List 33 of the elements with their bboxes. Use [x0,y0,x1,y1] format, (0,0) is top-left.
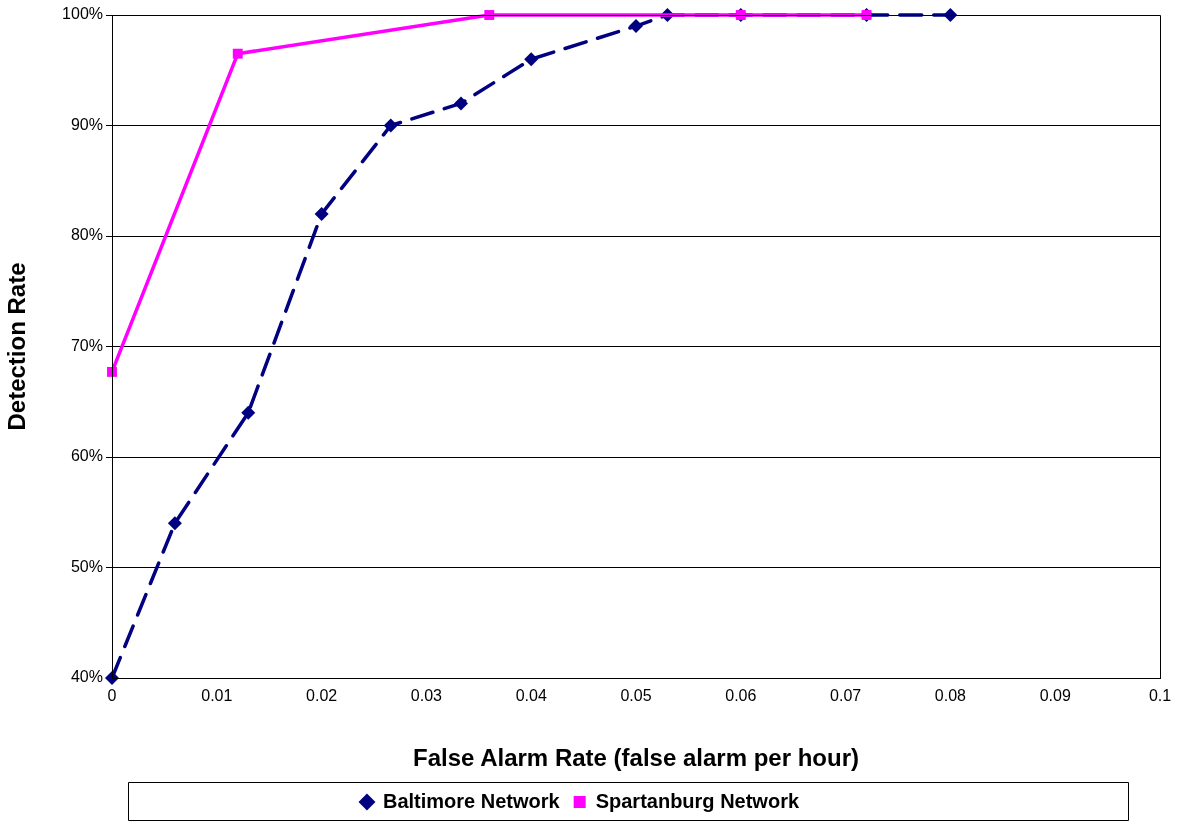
legend-label: Spartanburg Network [595,789,800,812]
point [241,405,256,420]
point [105,671,119,685]
point [167,516,182,531]
point [453,96,468,111]
y-tick-label: 80% [70,226,103,244]
point [232,48,243,59]
y-tick-label: 100% [62,5,103,23]
x-tick-label: 0.02 [306,687,338,705]
y-tick-label: 60% [70,447,103,465]
point [107,366,117,377]
y-tick-label: 70% [70,336,103,354]
x-tick-label: 0.01 [201,687,233,705]
x-axis-title: False Alarm Rate (false alarm per hour) [413,744,859,772]
x-tick-label: 0.07 [830,687,862,705]
point [383,118,398,133]
x-tick-label: 0.08 [934,687,967,705]
x-tick-label: 0.03 [410,687,443,705]
point [314,206,329,221]
x-tick-label: 0.1 [1148,687,1172,705]
x-tick-label: 0.05 [620,687,652,705]
x-tick-label: 0.09 [1039,687,1071,705]
y-tick-label: 40% [70,668,103,686]
y-tick-label: 90% [70,115,103,133]
y-tick-label: 50% [70,557,103,575]
point [524,52,539,67]
point [629,19,643,34]
point [484,10,495,20]
x-tick-label: 0.04 [515,687,547,705]
x-tick-label: 0 [107,687,117,705]
legend-label: Baltimore Network [382,789,561,812]
x-tick-label: 0.06 [725,687,757,705]
y-axis-title: Detection Rate [3,262,31,431]
